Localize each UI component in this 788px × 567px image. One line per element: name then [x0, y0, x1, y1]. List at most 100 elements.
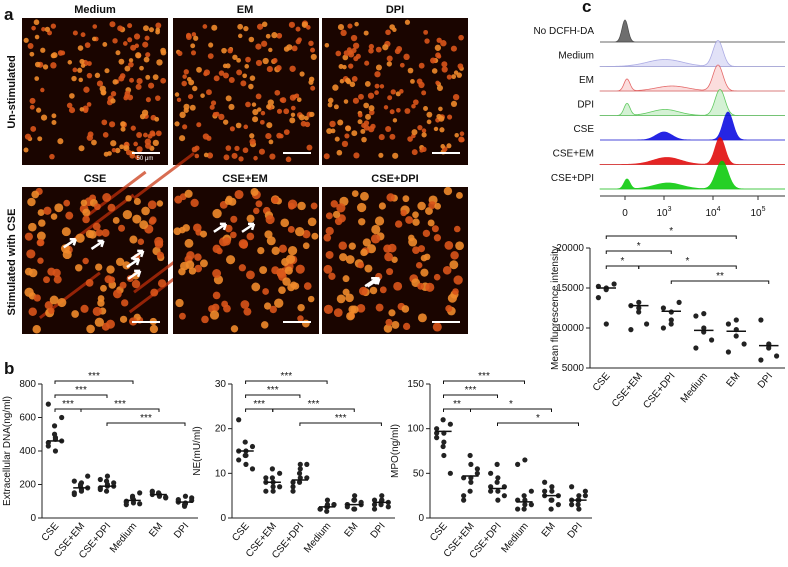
cell	[450, 251, 459, 260]
bracket	[638, 265, 737, 269]
cell	[183, 69, 189, 75]
cell	[206, 152, 214, 159]
cell	[363, 30, 369, 36]
histogram-label: CSE+EM	[553, 149, 594, 160]
cell	[95, 229, 103, 237]
cell	[345, 77, 351, 84]
cell	[85, 278, 94, 287]
data-point	[447, 421, 453, 427]
cell	[404, 108, 411, 114]
cell	[119, 144, 124, 150]
cell	[136, 132, 143, 138]
cell	[289, 117, 296, 124]
cell	[82, 208, 91, 217]
data-point	[575, 502, 581, 508]
cell	[37, 238, 45, 247]
cell	[28, 307, 37, 317]
significance: ***	[478, 371, 490, 382]
cell	[399, 89, 404, 94]
cell	[147, 133, 153, 139]
cell	[357, 261, 365, 269]
cell	[259, 266, 268, 274]
cell	[368, 105, 375, 112]
cell	[30, 126, 37, 132]
cell	[43, 206, 52, 215]
cell	[234, 189, 244, 200]
data-point	[243, 452, 249, 459]
significance: *	[536, 413, 540, 424]
x-tick-label: EM	[724, 371, 742, 390]
cell	[323, 304, 334, 314]
cell	[417, 313, 427, 323]
cell	[237, 33, 243, 39]
histogram-tick-label: 0	[622, 208, 628, 219]
data-point	[474, 466, 480, 472]
x-tick-label: CSE	[428, 521, 450, 544]
cell	[124, 65, 131, 72]
cell	[253, 207, 260, 215]
cell	[336, 149, 343, 156]
cell	[272, 58, 278, 64]
cell	[433, 273, 441, 281]
bracket	[54, 394, 108, 398]
cell	[120, 121, 126, 127]
cell	[256, 23, 264, 30]
cell	[37, 136, 43, 142]
cell	[357, 112, 363, 118]
data-point	[71, 478, 77, 484]
cell	[325, 212, 333, 220]
cell	[225, 195, 233, 203]
cell	[156, 200, 164, 207]
cell	[360, 248, 368, 257]
bracket	[670, 280, 770, 284]
cell	[190, 198, 199, 208]
cell	[360, 128, 366, 134]
significance: *	[509, 399, 513, 410]
cell	[459, 131, 465, 137]
cell	[211, 303, 220, 312]
cell	[440, 40, 447, 47]
x-tick-label: Medium	[302, 521, 333, 555]
panel-label: c	[582, 0, 591, 16]
cell	[37, 257, 44, 264]
cell	[102, 132, 109, 138]
cell	[184, 238, 194, 248]
cell	[135, 83, 142, 90]
cell	[136, 146, 143, 153]
cell	[436, 37, 442, 43]
cell	[136, 77, 143, 85]
cell	[242, 147, 249, 154]
cell	[307, 217, 317, 227]
data-point	[515, 461, 521, 467]
data-point	[317, 506, 323, 512]
cell	[283, 108, 290, 115]
cell	[41, 27, 46, 32]
cell	[156, 59, 163, 66]
cell	[351, 130, 358, 137]
cell	[152, 74, 159, 81]
cell	[106, 265, 115, 274]
cell	[431, 225, 439, 233]
cell	[288, 21, 296, 28]
data-point	[78, 488, 85, 494]
data-point	[85, 473, 91, 479]
cell	[271, 266, 280, 275]
cell	[143, 25, 149, 32]
cell	[334, 136, 340, 142]
bracket	[272, 408, 355, 412]
x-tick-label: EM	[540, 521, 558, 540]
significance: *	[686, 256, 690, 267]
cell	[367, 92, 375, 99]
cell	[240, 80, 247, 87]
cell	[52, 268, 61, 278]
cell	[50, 62, 57, 69]
cell	[78, 145, 85, 152]
scale-label: 50 μm	[137, 156, 154, 162]
cell	[333, 308, 343, 317]
cell	[129, 77, 135, 83]
cell	[221, 47, 227, 54]
cell	[426, 111, 433, 118]
significance: *	[621, 256, 625, 267]
cell	[206, 89, 212, 96]
data-point	[521, 506, 527, 512]
